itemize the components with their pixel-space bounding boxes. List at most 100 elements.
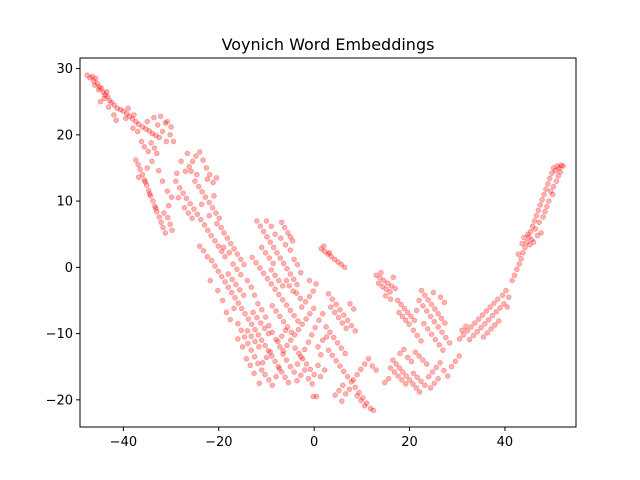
data-point xyxy=(381,379,388,386)
data-point xyxy=(180,190,186,196)
data-point xyxy=(134,128,141,135)
data-point xyxy=(307,310,313,317)
data-point xyxy=(325,291,332,297)
data-point xyxy=(174,170,180,177)
data-point xyxy=(330,334,337,341)
data-point xyxy=(410,381,416,387)
data-point xyxy=(272,272,278,279)
data-point xyxy=(294,361,301,367)
data-point xyxy=(290,276,297,283)
data-point xyxy=(312,324,318,331)
data-point xyxy=(494,296,501,302)
data-point xyxy=(144,118,151,125)
data-point xyxy=(150,198,156,204)
data-point xyxy=(431,380,438,387)
data-point xyxy=(258,367,265,373)
data-point xyxy=(541,191,547,198)
data-point xyxy=(313,393,320,400)
data-point xyxy=(413,385,420,391)
data-point xyxy=(528,236,535,243)
data-point xyxy=(294,261,301,268)
data-point xyxy=(162,120,169,126)
data-point xyxy=(406,377,413,383)
data-point xyxy=(101,95,108,102)
data-point xyxy=(267,349,274,355)
data-point xyxy=(352,328,358,334)
data-point xyxy=(291,312,297,319)
data-point xyxy=(293,290,300,296)
data-point xyxy=(391,369,398,375)
data-point xyxy=(323,324,329,330)
data-point xyxy=(201,222,208,228)
data-point xyxy=(464,328,471,334)
data-point xyxy=(296,350,302,357)
data-point xyxy=(295,318,301,324)
data-point xyxy=(227,240,234,247)
data-point xyxy=(390,357,396,363)
y-tick-label: 0 xyxy=(65,261,73,276)
data-point xyxy=(100,89,107,96)
data-point xyxy=(255,300,261,307)
data-point xyxy=(299,355,306,362)
data-point xyxy=(350,306,357,312)
data-point xyxy=(224,235,231,241)
data-point xyxy=(142,179,149,185)
data-point xyxy=(252,326,258,333)
data-point xyxy=(103,88,110,95)
data-point xyxy=(126,113,133,120)
data-point xyxy=(546,175,553,182)
data-point xyxy=(318,351,324,358)
data-point xyxy=(170,138,177,145)
data-point xyxy=(216,215,223,222)
data-point xyxy=(309,381,316,387)
data-point xyxy=(215,268,222,275)
data-point xyxy=(213,175,220,181)
data-point xyxy=(164,214,171,221)
data-point xyxy=(239,344,246,350)
data-point xyxy=(104,93,111,100)
data-point xyxy=(410,370,417,377)
x-tick-label: 40 xyxy=(497,435,514,450)
data-point xyxy=(114,105,120,112)
data-point xyxy=(435,375,441,382)
data-point xyxy=(378,269,384,276)
data-point xyxy=(536,219,543,226)
data-point xyxy=(333,357,339,364)
data-point xyxy=(522,244,528,251)
data-point xyxy=(418,378,424,385)
data-point xyxy=(87,75,93,81)
data-point xyxy=(91,78,97,84)
data-point xyxy=(275,363,282,370)
data-point xyxy=(556,165,563,171)
data-point xyxy=(215,243,222,249)
data-point xyxy=(516,261,523,267)
data-point xyxy=(431,318,438,325)
data-point xyxy=(295,326,302,333)
data-point xyxy=(537,202,544,208)
data-point xyxy=(234,266,240,273)
data-point xyxy=(400,369,406,375)
data-point xyxy=(232,295,238,301)
data-point xyxy=(266,255,273,261)
data-point xyxy=(139,171,146,178)
data-point xyxy=(460,332,467,338)
data-point xyxy=(272,231,278,238)
data-point xyxy=(338,345,345,351)
data-point xyxy=(379,283,386,290)
data-point xyxy=(89,73,96,80)
data-point xyxy=(222,253,228,260)
data-point xyxy=(254,218,260,224)
data-point xyxy=(342,391,349,397)
data-point xyxy=(387,296,394,302)
data-point xyxy=(358,366,364,373)
data-point xyxy=(176,185,183,191)
data-point xyxy=(106,97,113,104)
data-point xyxy=(373,367,379,373)
data-point xyxy=(135,161,141,168)
data-point xyxy=(538,230,544,236)
data-point xyxy=(209,204,216,211)
data-point xyxy=(439,329,445,336)
data-point xyxy=(200,157,206,163)
